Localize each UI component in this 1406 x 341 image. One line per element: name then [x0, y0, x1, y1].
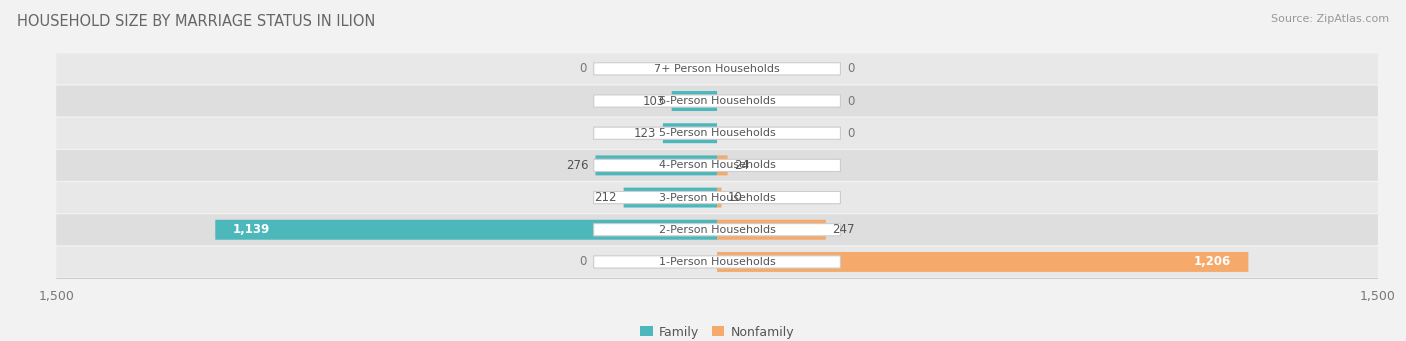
- Text: 276: 276: [567, 159, 589, 172]
- Text: 5-Person Households: 5-Person Households: [658, 128, 776, 138]
- Text: 103: 103: [643, 94, 665, 107]
- Text: 0: 0: [846, 62, 855, 75]
- Legend: Family, Nonfamily: Family, Nonfamily: [636, 321, 799, 341]
- Text: 2-Person Households: 2-Person Households: [658, 225, 776, 235]
- FancyBboxPatch shape: [56, 54, 1378, 84]
- FancyBboxPatch shape: [56, 182, 1378, 213]
- FancyBboxPatch shape: [593, 159, 841, 172]
- Text: 3-Person Households: 3-Person Households: [658, 193, 776, 203]
- FancyBboxPatch shape: [56, 247, 1378, 277]
- Text: 0: 0: [846, 94, 855, 107]
- Text: 0: 0: [846, 127, 855, 140]
- FancyBboxPatch shape: [672, 91, 717, 111]
- FancyBboxPatch shape: [56, 86, 1378, 117]
- FancyBboxPatch shape: [596, 155, 717, 175]
- FancyBboxPatch shape: [593, 127, 841, 139]
- Text: 247: 247: [832, 223, 855, 236]
- Text: 6-Person Households: 6-Person Households: [658, 96, 776, 106]
- FancyBboxPatch shape: [717, 155, 728, 175]
- Text: 212: 212: [595, 191, 617, 204]
- Text: HOUSEHOLD SIZE BY MARRIAGE STATUS IN ILION: HOUSEHOLD SIZE BY MARRIAGE STATUS IN ILI…: [17, 14, 375, 29]
- FancyBboxPatch shape: [717, 220, 825, 240]
- Text: 7+ Person Households: 7+ Person Households: [654, 64, 780, 74]
- FancyBboxPatch shape: [56, 214, 1378, 245]
- FancyBboxPatch shape: [56, 118, 1378, 149]
- FancyBboxPatch shape: [624, 188, 717, 208]
- Text: 0: 0: [579, 62, 588, 75]
- Text: 10: 10: [728, 191, 742, 204]
- FancyBboxPatch shape: [717, 252, 1249, 272]
- FancyBboxPatch shape: [593, 256, 841, 268]
- Text: 0: 0: [579, 255, 588, 268]
- Text: 24: 24: [734, 159, 749, 172]
- FancyBboxPatch shape: [593, 224, 841, 236]
- Text: 4-Person Households: 4-Person Households: [658, 160, 776, 170]
- FancyBboxPatch shape: [593, 95, 841, 107]
- FancyBboxPatch shape: [717, 188, 721, 208]
- Text: 1,206: 1,206: [1194, 255, 1230, 268]
- FancyBboxPatch shape: [215, 220, 717, 240]
- FancyBboxPatch shape: [593, 63, 841, 75]
- FancyBboxPatch shape: [662, 123, 717, 143]
- FancyBboxPatch shape: [593, 191, 841, 204]
- FancyBboxPatch shape: [56, 150, 1378, 181]
- Text: 1-Person Households: 1-Person Households: [658, 257, 776, 267]
- Text: 1,139: 1,139: [233, 223, 270, 236]
- Text: Source: ZipAtlas.com: Source: ZipAtlas.com: [1271, 14, 1389, 24]
- Text: 123: 123: [634, 127, 657, 140]
